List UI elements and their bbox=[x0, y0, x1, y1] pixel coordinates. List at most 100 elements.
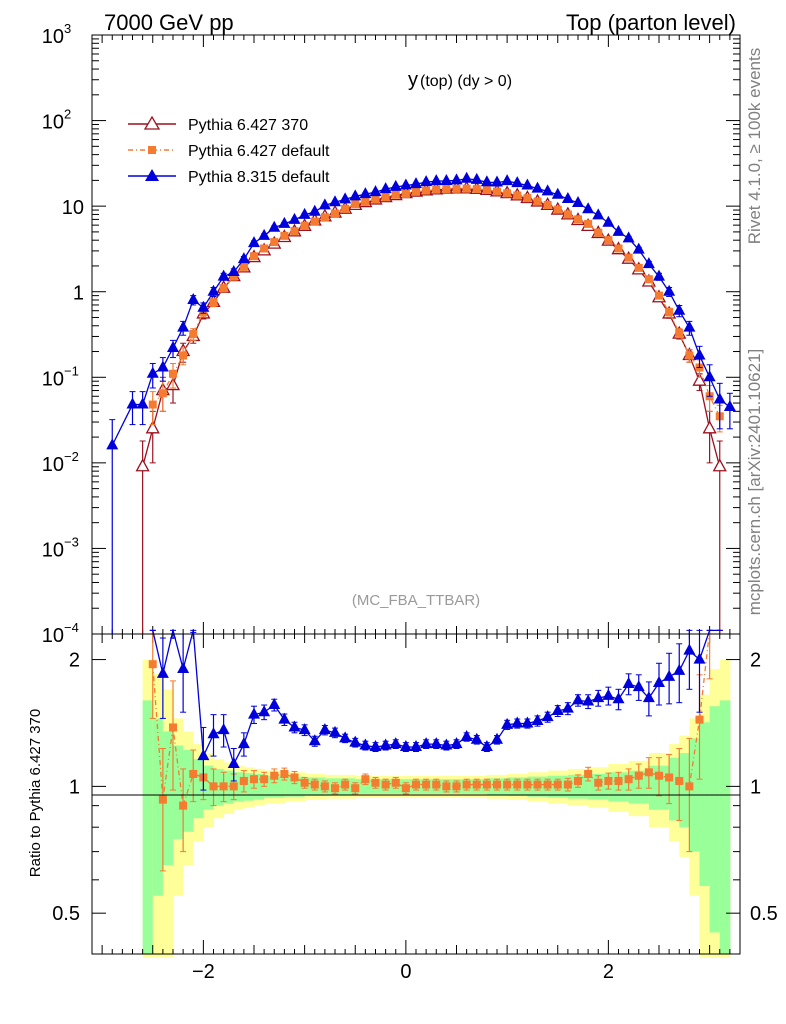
main-y-tick-exp: −3 bbox=[64, 534, 79, 549]
data-point bbox=[320, 213, 329, 222]
data-point bbox=[197, 300, 210, 312]
header-right: Top (parton level) bbox=[566, 10, 736, 35]
band-inner bbox=[223, 770, 235, 804]
ratio-point bbox=[169, 723, 177, 732]
x-tick-label: 2 bbox=[603, 961, 614, 983]
ratio-point bbox=[440, 738, 453, 750]
main-y-tick-exp: 2 bbox=[64, 107, 71, 122]
ratio-point bbox=[197, 749, 210, 761]
band-inner bbox=[203, 765, 214, 810]
ratio-point bbox=[320, 782, 329, 791]
data-point bbox=[675, 328, 684, 337]
data-point bbox=[189, 330, 198, 339]
data-point bbox=[401, 189, 410, 198]
ratio-point bbox=[675, 776, 684, 785]
main-y-tick-base: 10 bbox=[42, 539, 64, 561]
band-inner bbox=[709, 706, 721, 933]
legend-label-p6-default: Pythia 6.427 default bbox=[188, 143, 330, 160]
ratio-point bbox=[351, 784, 360, 793]
band-inner bbox=[152, 718, 164, 896]
legend-label-p6-370: Pythia 6.427 370 bbox=[188, 117, 308, 134]
ratio-axis-ticks bbox=[92, 634, 741, 955]
data-point bbox=[167, 340, 179, 352]
ratio-point bbox=[381, 780, 390, 789]
main-series bbox=[106, 171, 736, 635]
main-y-tick-label: 1 bbox=[73, 283, 84, 305]
ratio-point bbox=[513, 780, 522, 789]
data-point bbox=[156, 360, 169, 372]
ratio-point bbox=[673, 663, 686, 675]
data-point bbox=[533, 197, 542, 206]
ratio-point bbox=[148, 660, 157, 669]
ratio-point bbox=[491, 732, 503, 744]
ratio-series-0 bbox=[148, 629, 723, 872]
ratio-point bbox=[493, 780, 501, 789]
x-tick-label: −2 bbox=[192, 961, 215, 983]
data-point bbox=[460, 171, 473, 183]
ratio-point bbox=[268, 698, 281, 710]
data-point bbox=[399, 178, 412, 190]
data-point bbox=[693, 348, 706, 360]
band-inner bbox=[243, 773, 255, 801]
ratio-point bbox=[634, 771, 643, 780]
ratio-point bbox=[614, 776, 623, 785]
ratio-point bbox=[300, 778, 309, 787]
data-point bbox=[655, 291, 663, 300]
data-point bbox=[318, 198, 331, 210]
data-point bbox=[543, 201, 552, 210]
ratio-point bbox=[695, 715, 704, 724]
ratio-point bbox=[533, 780, 542, 789]
data-point bbox=[673, 303, 686, 315]
main-y-tick-base: 10 bbox=[42, 454, 64, 476]
main-y-tick-label: 10 bbox=[62, 197, 84, 219]
ratio-y-tick-label-right: 2 bbox=[750, 650, 761, 672]
ratio-y-tick-label-right: 0.5 bbox=[750, 903, 778, 925]
ratio-frame bbox=[91, 633, 741, 955]
data-point bbox=[229, 272, 238, 281]
data-point bbox=[361, 197, 370, 206]
data-point bbox=[584, 219, 593, 228]
data-point bbox=[278, 216, 291, 228]
main-y-tick-exp: 3 bbox=[64, 21, 71, 36]
data-point bbox=[470, 172, 483, 184]
data-point bbox=[572, 195, 584, 207]
data-point bbox=[634, 263, 643, 272]
band-inner bbox=[699, 722, 711, 887]
ratio-point bbox=[339, 731, 352, 743]
data-point bbox=[146, 366, 159, 378]
data-point bbox=[511, 176, 524, 188]
data-point bbox=[440, 173, 453, 185]
data-point bbox=[523, 194, 532, 203]
ratio-point bbox=[280, 769, 289, 778]
ratio-point bbox=[371, 778, 380, 787]
data-point bbox=[482, 185, 491, 194]
data-point bbox=[359, 187, 372, 199]
data-point bbox=[391, 190, 400, 199]
data-point bbox=[288, 212, 301, 224]
ratio-point bbox=[341, 780, 350, 789]
ratio-point bbox=[189, 769, 198, 778]
data-point bbox=[602, 215, 615, 227]
data-point bbox=[341, 204, 350, 213]
data-point bbox=[310, 217, 319, 226]
ratio-point bbox=[511, 716, 524, 728]
data-point bbox=[422, 186, 431, 195]
data-point bbox=[187, 293, 200, 305]
data-point bbox=[632, 242, 645, 254]
main-y-tick-label: 10 3 bbox=[42, 21, 71, 48]
data-point bbox=[553, 205, 562, 214]
band-inner bbox=[142, 700, 154, 954]
main-y-tick-base: 10 bbox=[42, 26, 64, 48]
ratio-point bbox=[239, 776, 248, 785]
band-inner bbox=[193, 759, 204, 819]
data-point bbox=[432, 185, 441, 194]
ratio-y-tick-label: 0.5 bbox=[52, 903, 80, 925]
data-point bbox=[622, 231, 635, 243]
data-point bbox=[644, 275, 653, 284]
data-point bbox=[594, 228, 603, 237]
ratio-panel: 2 2 1 1 0.5 0.5 −2 0 2 Ratio to Pythia 6.427 370 bbox=[27, 629, 778, 983]
ratio-point bbox=[391, 778, 400, 787]
data-point bbox=[503, 189, 512, 198]
